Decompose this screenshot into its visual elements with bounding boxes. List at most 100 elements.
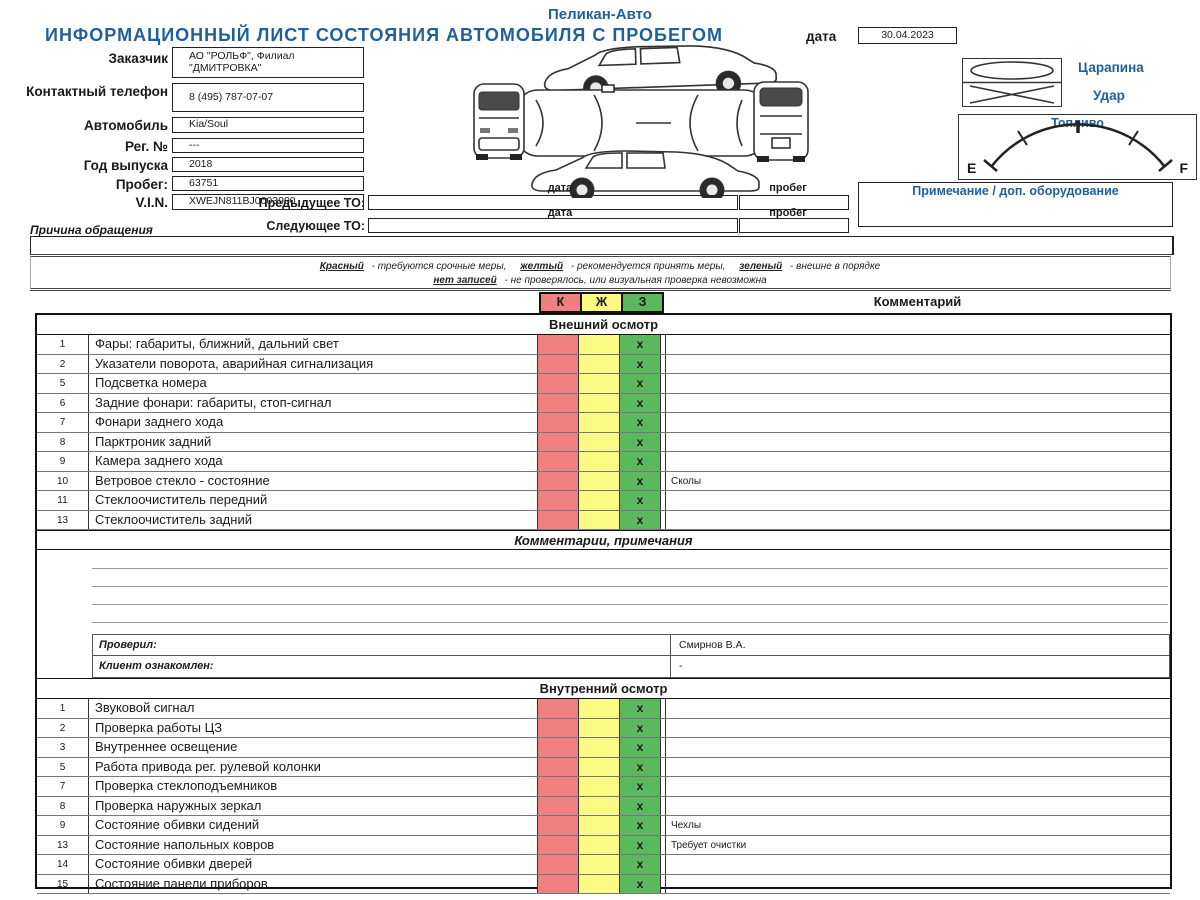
comments-lines-area[interactable] — [37, 550, 1170, 634]
status-cell-red[interactable] — [538, 757, 579, 776]
status-cell-red[interactable] — [538, 835, 579, 854]
status-cell-red[interactable] — [538, 718, 579, 737]
comment-line[interactable] — [92, 622, 1168, 623]
status-cell-green[interactable]: x — [620, 718, 661, 737]
status-cell-green[interactable]: x — [620, 432, 661, 451]
status-cell-yellow[interactable] — [579, 452, 620, 471]
status-cell-green[interactable]: x — [620, 699, 661, 718]
status-cell-green[interactable]: x — [620, 452, 661, 471]
status-cell-green[interactable]: x — [620, 413, 661, 432]
status-cell-red[interactable] — [538, 452, 579, 471]
date-input[interactable]: 30.04.2023 — [858, 27, 957, 44]
status-cell-red[interactable] — [538, 855, 579, 874]
status-cell-yellow[interactable] — [579, 757, 620, 776]
status-cell-green[interactable]: x — [620, 335, 661, 354]
row-comment[interactable]: Чехлы — [665, 816, 1170, 835]
status-cell-green[interactable]: x — [620, 855, 661, 874]
status-cell-red[interactable] — [538, 510, 579, 529]
status-cell-yellow[interactable] — [579, 835, 620, 854]
row-comment[interactable] — [665, 393, 1170, 412]
status-cell-yellow[interactable] — [579, 738, 620, 757]
status-cell-red[interactable] — [538, 796, 579, 815]
status-cell-yellow[interactable] — [579, 874, 620, 893]
car-input[interactable]: Kia/Soul — [172, 117, 364, 133]
row-comment[interactable] — [665, 510, 1170, 529]
row-comment[interactable] — [665, 738, 1170, 757]
row-comment[interactable] — [665, 413, 1170, 432]
row-comment[interactable] — [665, 491, 1170, 510]
status-cell-yellow[interactable] — [579, 510, 620, 529]
row-comment[interactable] — [665, 777, 1170, 796]
row-comment[interactable] — [665, 374, 1170, 393]
vin-input[interactable]: XWEJN811BJ0003900 — [172, 194, 364, 210]
status-cell-green[interactable]: x — [620, 738, 661, 757]
status-cell-yellow[interactable] — [579, 374, 620, 393]
prev-service-mileage-input[interactable] — [739, 195, 849, 210]
status-cell-green[interactable]: x — [620, 835, 661, 854]
status-cell-red[interactable] — [538, 374, 579, 393]
status-cell-yellow[interactable] — [579, 491, 620, 510]
phone-input[interactable]: 8 (495) 787-07-07 — [172, 83, 364, 112]
status-cell-red[interactable] — [538, 393, 579, 412]
status-cell-green[interactable]: x — [620, 471, 661, 490]
status-cell-red[interactable] — [538, 874, 579, 893]
status-cell-green[interactable]: x — [620, 757, 661, 776]
status-cell-green[interactable]: x — [620, 374, 661, 393]
reg-number-input[interactable]: --- — [172, 138, 364, 153]
reason-input[interactable] — [30, 236, 1174, 255]
status-cell-yellow[interactable] — [579, 335, 620, 354]
status-cell-red[interactable] — [538, 432, 579, 451]
status-cell-green[interactable]: x — [620, 354, 661, 373]
client-ack-value[interactable]: - — [679, 660, 683, 672]
mileage-input[interactable]: 63751 — [172, 176, 364, 191]
row-comment[interactable] — [665, 855, 1170, 874]
status-cell-yellow[interactable] — [579, 471, 620, 490]
row-comment[interactable] — [665, 335, 1170, 354]
status-cell-yellow[interactable] — [579, 699, 620, 718]
row-comment[interactable] — [665, 874, 1170, 893]
status-cell-red[interactable] — [538, 777, 579, 796]
status-cell-yellow[interactable] — [579, 816, 620, 835]
status-cell-green[interactable]: x — [620, 777, 661, 796]
status-cell-yellow[interactable] — [579, 718, 620, 737]
next-service-mileage-input[interactable] — [739, 218, 849, 233]
row-comment[interactable] — [665, 699, 1170, 718]
status-cell-yellow[interactable] — [579, 796, 620, 815]
status-cell-red[interactable] — [538, 699, 579, 718]
status-cell-red[interactable] — [538, 354, 579, 373]
status-cell-red[interactable] — [538, 816, 579, 835]
comment-line[interactable] — [92, 568, 1168, 569]
status-cell-yellow[interactable] — [579, 432, 620, 451]
customer-input[interactable]: АО "РОЛЬФ", Филиал "ДМИТРОВКА" — [172, 47, 364, 78]
status-cell-red[interactable] — [538, 738, 579, 757]
row-comment[interactable] — [665, 718, 1170, 737]
row-comment[interactable] — [665, 796, 1170, 815]
status-cell-yellow[interactable] — [579, 354, 620, 373]
inspector-value[interactable]: Смирнов В.А. — [679, 639, 746, 651]
row-comment[interactable] — [665, 452, 1170, 471]
status-cell-green[interactable]: x — [620, 491, 661, 510]
status-cell-yellow[interactable] — [579, 413, 620, 432]
prev-service-date-input[interactable] — [368, 195, 738, 210]
row-comment[interactable]: Сколы — [665, 471, 1170, 490]
status-cell-red[interactable] — [538, 413, 579, 432]
year-input[interactable]: 2018 — [172, 157, 364, 172]
row-comment[interactable] — [665, 354, 1170, 373]
status-cell-yellow[interactable] — [579, 393, 620, 412]
status-cell-green[interactable]: x — [620, 874, 661, 893]
comment-line[interactable] — [92, 604, 1168, 605]
next-service-date-input[interactable] — [368, 218, 738, 233]
status-cell-green[interactable]: x — [620, 816, 661, 835]
status-cell-green[interactable]: x — [620, 393, 661, 412]
status-cell-red[interactable] — [538, 471, 579, 490]
status-cell-green[interactable]: x — [620, 510, 661, 529]
status-cell-yellow[interactable] — [579, 777, 620, 796]
row-comment[interactable] — [665, 757, 1170, 776]
row-comment[interactable]: Требует очистки — [665, 835, 1170, 854]
comment-line[interactable] — [92, 586, 1168, 587]
status-cell-red[interactable] — [538, 335, 579, 354]
status-cell-yellow[interactable] — [579, 855, 620, 874]
row-comment[interactable] — [665, 432, 1170, 451]
status-cell-red[interactable] — [538, 491, 579, 510]
notes-box[interactable]: Примечание / доп. оборудование — [858, 182, 1173, 227]
